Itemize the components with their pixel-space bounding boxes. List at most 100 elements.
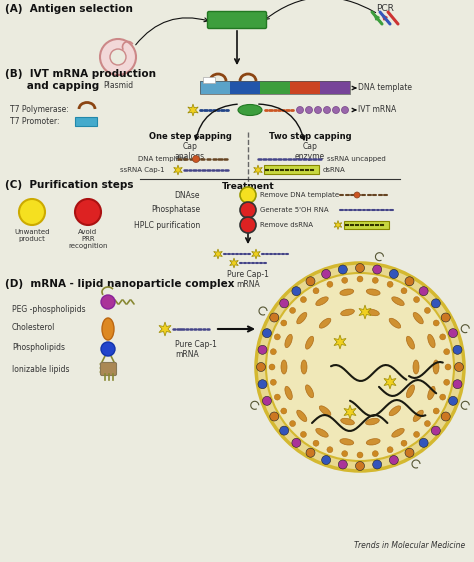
- Circle shape: [270, 379, 276, 386]
- Circle shape: [419, 287, 428, 296]
- Circle shape: [101, 295, 115, 309]
- Polygon shape: [159, 322, 171, 336]
- Bar: [290, 81, 320, 94]
- Circle shape: [110, 49, 126, 65]
- Text: Plasmid: Plasmid: [103, 81, 133, 90]
- Text: PCR: PCR: [376, 4, 394, 13]
- Circle shape: [280, 299, 289, 308]
- Ellipse shape: [285, 386, 292, 400]
- Circle shape: [389, 269, 398, 278]
- Text: One step capping: One step capping: [148, 132, 231, 141]
- Ellipse shape: [301, 360, 307, 374]
- Ellipse shape: [285, 334, 292, 348]
- Ellipse shape: [281, 360, 287, 374]
- Ellipse shape: [340, 439, 354, 445]
- Text: cDNA encoding
the antigen: cDNA encoding the antigen: [207, 13, 267, 26]
- Text: DNAse: DNAse: [174, 191, 200, 200]
- Text: DNA template: DNA template: [358, 84, 412, 93]
- Circle shape: [441, 412, 450, 421]
- Text: Phosphatase: Phosphatase: [151, 206, 200, 215]
- Polygon shape: [230, 258, 238, 268]
- Text: Ionizable lipids: Ionizable lipids: [12, 365, 70, 374]
- Circle shape: [433, 408, 439, 414]
- Ellipse shape: [365, 418, 379, 425]
- Circle shape: [356, 461, 365, 470]
- Circle shape: [444, 379, 450, 386]
- Circle shape: [338, 265, 347, 274]
- Circle shape: [258, 380, 267, 389]
- Text: Treatment: Treatment: [222, 182, 274, 191]
- Polygon shape: [214, 249, 222, 259]
- Circle shape: [338, 460, 347, 469]
- Circle shape: [301, 297, 306, 302]
- Ellipse shape: [341, 418, 355, 425]
- Ellipse shape: [433, 360, 439, 374]
- Ellipse shape: [413, 410, 423, 422]
- Circle shape: [431, 426, 440, 435]
- Circle shape: [306, 107, 312, 114]
- Bar: [200, 81, 230, 94]
- Text: Generate 5'OH RNA: Generate 5'OH RNA: [260, 207, 328, 213]
- Circle shape: [455, 362, 464, 371]
- Circle shape: [281, 408, 287, 414]
- Circle shape: [270, 348, 276, 355]
- Circle shape: [306, 448, 315, 457]
- Text: Cap
analogs: Cap analogs: [175, 142, 205, 161]
- Text: ssRNA uncapped: ssRNA uncapped: [327, 156, 386, 162]
- Circle shape: [19, 199, 45, 225]
- Ellipse shape: [406, 336, 415, 349]
- Circle shape: [444, 348, 450, 355]
- Circle shape: [440, 394, 446, 400]
- Ellipse shape: [389, 406, 401, 416]
- Circle shape: [292, 287, 301, 296]
- Circle shape: [274, 334, 280, 340]
- Circle shape: [453, 380, 462, 389]
- Circle shape: [356, 264, 365, 273]
- Ellipse shape: [297, 410, 307, 422]
- Polygon shape: [334, 220, 342, 229]
- Circle shape: [322, 269, 331, 278]
- Text: Pure Cap-1
mRNA: Pure Cap-1 mRNA: [227, 270, 269, 289]
- Circle shape: [332, 107, 339, 114]
- Circle shape: [322, 456, 331, 465]
- Ellipse shape: [305, 385, 314, 398]
- Circle shape: [342, 451, 348, 457]
- Text: Two step capping: Two step capping: [269, 132, 351, 141]
- Polygon shape: [188, 104, 198, 116]
- Circle shape: [240, 187, 256, 203]
- Circle shape: [431, 299, 440, 308]
- Text: T7 Polymerase:: T7 Polymerase:: [10, 106, 69, 115]
- Circle shape: [448, 396, 457, 405]
- Text: Cholesterol: Cholesterol: [12, 323, 55, 332]
- Polygon shape: [254, 165, 262, 175]
- Circle shape: [341, 107, 348, 114]
- Text: Pure Cap-1
mRNA: Pure Cap-1 mRNA: [175, 340, 217, 360]
- Text: (C)  Purification steps: (C) Purification steps: [5, 180, 134, 190]
- Ellipse shape: [319, 318, 331, 328]
- Ellipse shape: [413, 360, 419, 374]
- Circle shape: [372, 451, 378, 457]
- Ellipse shape: [389, 318, 401, 328]
- Ellipse shape: [406, 385, 415, 398]
- Circle shape: [100, 39, 136, 75]
- Bar: [230, 81, 260, 94]
- Circle shape: [256, 362, 265, 371]
- Circle shape: [240, 217, 256, 233]
- Circle shape: [357, 276, 363, 282]
- Circle shape: [405, 277, 414, 285]
- Ellipse shape: [428, 334, 435, 348]
- Ellipse shape: [316, 428, 328, 437]
- Polygon shape: [359, 305, 371, 319]
- Text: Remove DNA template: Remove DNA template: [260, 192, 339, 198]
- FancyBboxPatch shape: [344, 221, 389, 229]
- Polygon shape: [173, 165, 182, 175]
- Circle shape: [263, 396, 272, 405]
- Text: Trends in Molecular Medicine: Trends in Molecular Medicine: [354, 541, 465, 550]
- Circle shape: [440, 334, 446, 340]
- Circle shape: [373, 460, 382, 469]
- Circle shape: [387, 447, 393, 453]
- Circle shape: [441, 313, 450, 322]
- Circle shape: [297, 107, 303, 114]
- Circle shape: [313, 288, 319, 294]
- Circle shape: [258, 345, 267, 354]
